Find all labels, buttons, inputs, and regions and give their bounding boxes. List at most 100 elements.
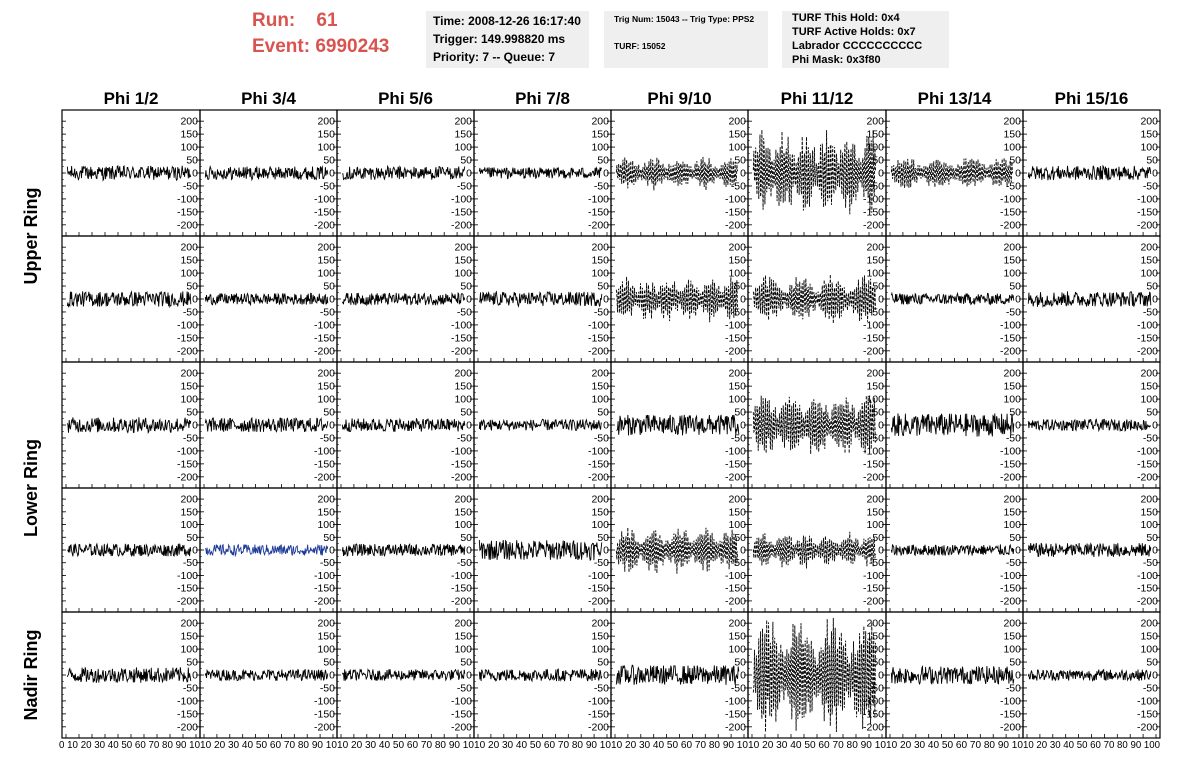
y-tick-label: 100 (728, 519, 746, 531)
y-tick-label: -200 (1137, 345, 1158, 357)
event-line: Event: 6990243 (252, 34, 422, 60)
y-tick-label: 50 (460, 532, 472, 544)
y-tick-label: 100 (728, 142, 746, 154)
x-tick-labels: 10 20 30 40 50 60 70 80 90 10 (474, 739, 611, 751)
y-tick-label: -200 (1000, 595, 1021, 607)
y-tick-label: 0 (603, 420, 609, 432)
y-tick-label: -100 (863, 445, 884, 457)
y-tick-label: -100 (725, 570, 746, 582)
y-tick-label: 50 (1146, 155, 1158, 167)
y-tick-label: 150 (317, 129, 335, 141)
y-tick-label: -150 (314, 458, 335, 470)
y-tick-label: -200 (588, 219, 609, 231)
waveform-trace (66, 290, 192, 309)
y-tick-label: -150 (314, 332, 335, 344)
trigger-info-panel: Trig Num: 15043 -- Trig Type: PPS2 TURF:… (604, 11, 768, 68)
y-tick-label: -200 (314, 721, 335, 733)
y-tick-label: -150 (451, 583, 472, 595)
y-tick-label: -200 (451, 219, 472, 231)
y-tick-label: -100 (725, 319, 746, 331)
y-tick-label: 100 (317, 268, 335, 280)
waveform-trace (204, 292, 329, 307)
y-tick-label: -100 (314, 570, 335, 582)
y-tick-label: -150 (1137, 583, 1158, 595)
y-tick-label: -150 (1137, 332, 1158, 344)
y-tick-label: -200 (863, 721, 884, 733)
y-tick-label: -150 (314, 206, 335, 218)
y-tick-label: 100 (591, 142, 609, 154)
y-tick-label: 200 (454, 242, 472, 254)
y-tick-label: -50 (457, 682, 472, 694)
y-tick-label: 200 (180, 368, 198, 380)
y-tick-label: 200 (454, 618, 472, 630)
y-tick-label: 0 (878, 294, 884, 306)
y-tick-label: -50 (183, 306, 198, 318)
y-tick-label: 100 (317, 142, 335, 154)
waveform-trace (890, 157, 1013, 189)
y-tick-label: 100 (454, 394, 472, 406)
y-tick-label: -50 (1006, 180, 1021, 192)
y-tick-label: -200 (725, 471, 746, 483)
column-title: Phi 1/2 (104, 89, 159, 108)
waveform-trace (204, 416, 329, 433)
turf-hold-text: TURF This Hold: 0x4 (792, 12, 900, 24)
y-tick-label: -200 (725, 345, 746, 357)
x-tick-labels: 10 20 30 40 50 60 70 80 90 10 (748, 739, 886, 751)
y-tick-label: 0 (329, 420, 335, 432)
y-tick-label: -100 (451, 445, 472, 457)
waveform-trace (615, 664, 740, 685)
y-tick-label: -100 (588, 319, 609, 331)
waveform-trace (752, 274, 876, 324)
waveform-trace (752, 617, 876, 733)
y-tick-label: -100 (1000, 570, 1021, 582)
y-tick-label: 100 (591, 394, 609, 406)
y-tick-label: -150 (725, 708, 746, 720)
y-tick-label: 200 (1140, 368, 1158, 380)
y-tick-label: -200 (177, 471, 198, 483)
y-tick-label: 50 (734, 657, 746, 669)
y-tick-label: -50 (320, 682, 335, 694)
y-tick-label: -150 (451, 332, 472, 344)
y-tick-label: -150 (451, 458, 472, 470)
column-title: Phi 7/8 (515, 89, 570, 108)
y-tick-label: 100 (317, 394, 335, 406)
y-tick-label: -100 (588, 193, 609, 205)
waveform-trace (890, 664, 1015, 686)
y-tick-label: -150 (588, 206, 609, 218)
y-tick-label: -100 (177, 445, 198, 457)
waveform-trace (478, 539, 603, 562)
y-tick-label: 150 (591, 255, 609, 267)
y-tick-label: 100 (1140, 519, 1158, 531)
y-tick-label: 50 (872, 407, 884, 419)
ring-label: Nadir Ring (21, 629, 41, 720)
x-tick-labels: 10 20 30 40 50 60 70 80 90 10 (611, 739, 748, 751)
y-tick-label: -200 (863, 345, 884, 357)
y-tick-label: 150 (728, 631, 746, 643)
y-tick-label: -200 (177, 595, 198, 607)
waveform-trace (615, 156, 738, 191)
y-tick-label: 150 (1003, 129, 1021, 141)
y-tick-label: -50 (869, 306, 884, 318)
y-tick-label: 150 (180, 631, 198, 643)
y-tick-label: 150 (866, 631, 884, 643)
y-tick-label: 100 (591, 644, 609, 656)
y-tick-label: -100 (177, 319, 198, 331)
y-tick-label: 150 (728, 506, 746, 518)
y-tick-label: 0 (1152, 420, 1158, 432)
y-tick-label: -150 (177, 583, 198, 595)
waveform-trace (890, 543, 1015, 557)
y-tick-label: 0 (878, 168, 884, 180)
y-tick-label: 150 (454, 255, 472, 267)
y-tick-label: -100 (588, 445, 609, 457)
y-tick-label: -200 (451, 471, 472, 483)
y-tick-label: -200 (725, 721, 746, 733)
y-tick-label: 100 (866, 644, 884, 656)
y-tick-label: -50 (1006, 432, 1021, 444)
y-tick-label: 200 (454, 368, 472, 380)
waveform-trace (1027, 542, 1152, 558)
y-tick-label: 50 (460, 155, 472, 167)
y-tick-label: 50 (186, 407, 198, 419)
y-tick-label: -100 (1137, 570, 1158, 582)
y-tick-label: -50 (1143, 180, 1158, 192)
y-tick-label: -100 (1000, 695, 1021, 707)
